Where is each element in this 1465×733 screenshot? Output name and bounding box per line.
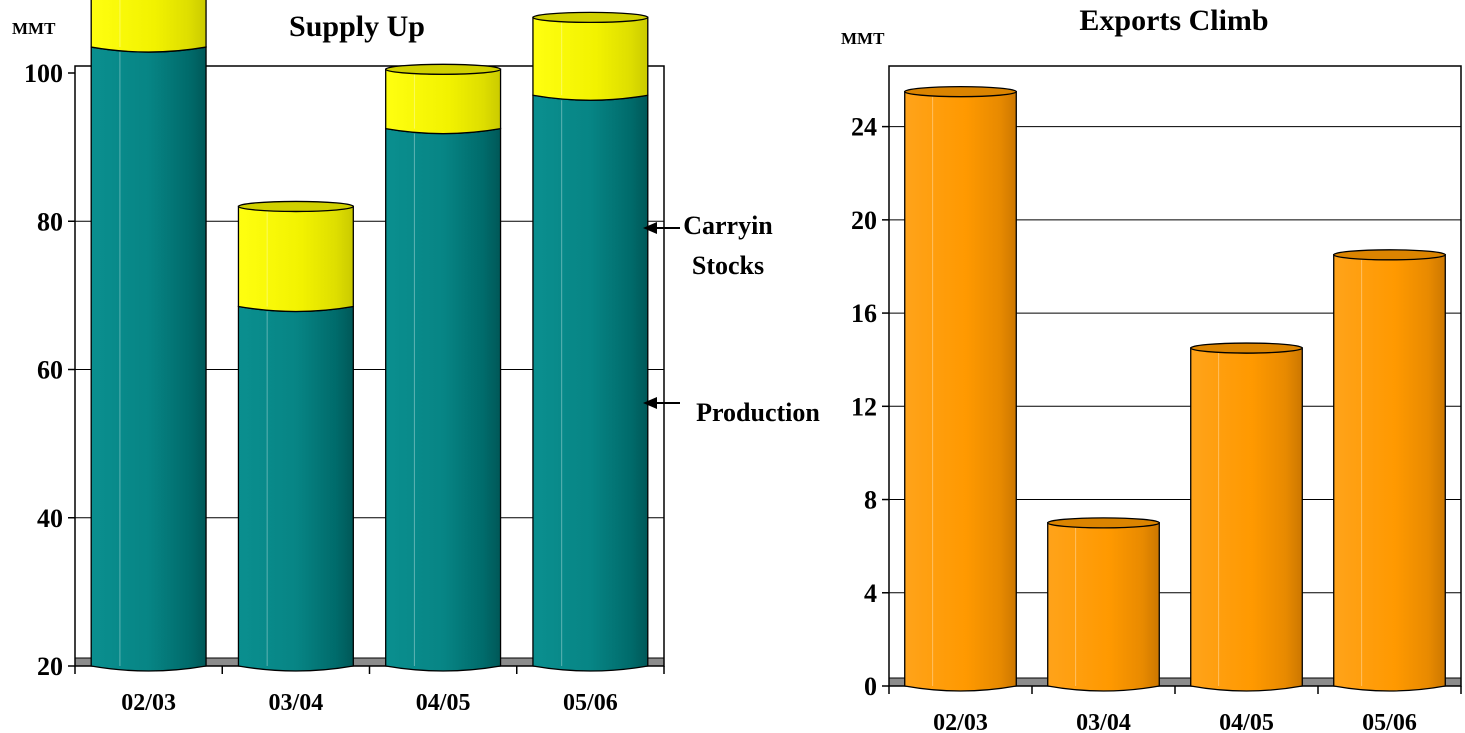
exports-bar-value-03-04	[1047, 522, 1160, 692]
production-annotation: Production	[696, 398, 820, 427]
exports-bar-value-05-06	[1333, 254, 1446, 692]
supply-bar-production-02-03	[90, 46, 207, 672]
exports-y-tick-label: 4	[864, 579, 877, 608]
supply-bar-carryin-stocks-03-04-cap	[237, 200, 354, 213]
supply-y-tick-label: 20	[37, 652, 63, 681]
carryin-arrow	[643, 222, 680, 234]
supply-y-tick-label: 100	[24, 59, 63, 88]
supply-bar-carryin-stocks-04-05-cap	[385, 63, 502, 75]
exports-y-tick-label: 24	[851, 113, 877, 142]
supply-x-tick-label: 04/05	[416, 690, 471, 716]
supply-bars	[90, 0, 649, 672]
supply-x-tick-label: 02/03	[121, 690, 176, 716]
production-arrow	[643, 397, 680, 409]
exports-x-tick-label: 04/05	[1219, 710, 1274, 733]
supply-y-tick-label: 40	[37, 504, 63, 533]
exports-y-tick-label: 12	[851, 392, 877, 421]
supply-bar-carryin-stocks-04-05	[385, 68, 502, 135]
supply-x-tick-label: 03/04	[269, 690, 324, 716]
exports-x-tick-label: 02/03	[933, 710, 988, 733]
supply-y-tick-label: 60	[37, 356, 63, 385]
exports-y-tick-label: 20	[851, 206, 877, 235]
exports-bar-value-03-04-cap	[1047, 517, 1160, 529]
supply-x-axis: 02/03 03/04 04/05 05/06	[74, 666, 665, 716]
exports-bars	[904, 86, 1446, 692]
exports-x-axis: 02/03 03/04 04/05 05/06	[888, 686, 1462, 733]
exports-bar-value-02-03-cap	[904, 86, 1017, 98]
exports-x-tick-label: 05/06	[1362, 710, 1417, 733]
supply-y-axis: 20 40 60 80 100	[24, 59, 75, 681]
exports-chart-title: Exports Climb	[1079, 4, 1268, 37]
supply-bar-carryin-stocks-05-06-cap	[532, 11, 649, 24]
supply-bar-carryin-stocks-03-04	[237, 205, 354, 313]
supply-unit-label: MMT	[12, 19, 56, 38]
exports-y-tick-label: 0	[864, 672, 877, 701]
supply-y-tick-label: 80	[37, 207, 63, 236]
exports-chart: Exports Climb MMT 0 4 8 12 16 20 24 02/03 03/04…	[841, 4, 1462, 733]
carryin-annotation-line2: Stocks	[692, 251, 764, 280]
exports-bar-value-05-06-cap	[1333, 249, 1446, 261]
exports-x-tick-label: 03/04	[1076, 710, 1131, 733]
carryin-annotation-line1: Carryin	[683, 211, 773, 240]
supply-chart-title: Supply Up	[289, 10, 425, 43]
supply-chart: Supply Up MMT 20 40 60 80 100 02/03 03/04 04/0…	[12, 0, 820, 716]
exports-bar-value-02-03	[904, 90, 1017, 692]
exports-y-tick-label: 8	[864, 486, 877, 515]
exports-bar-value-04-05	[1190, 347, 1303, 692]
exports-bar-value-04-05-cap	[1190, 342, 1303, 354]
exports-unit-label: MMT	[841, 29, 885, 48]
exports-y-axis: 0 4 8 12 16 20 24	[851, 113, 889, 701]
supply-bar-production-05-06	[532, 94, 649, 672]
supply-bar-production-03-04	[237, 305, 354, 672]
supply-bar-carryin-stocks-02-03	[90, 0, 207, 53]
exports-y-tick-label: 16	[851, 299, 877, 328]
supply-bar-production-04-05	[385, 127, 502, 672]
supply-bar-carryin-stocks-05-06	[532, 16, 649, 101]
supply-x-tick-label: 05/06	[563, 690, 618, 716]
